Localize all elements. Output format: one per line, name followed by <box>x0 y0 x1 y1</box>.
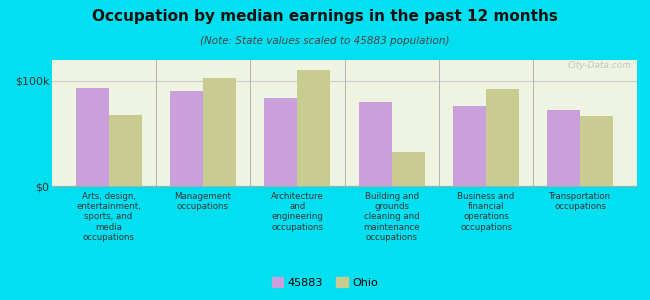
Text: Occupation by median earnings in the past 12 months: Occupation by median earnings in the pas… <box>92 9 558 24</box>
Bar <box>453 106 486 186</box>
Bar <box>109 115 142 186</box>
Bar <box>359 102 392 186</box>
Legend: 45883, Ohio: 45883, Ohio <box>269 274 381 291</box>
Text: City-Data.com: City-Data.com <box>567 61 631 70</box>
Bar <box>170 92 203 186</box>
Text: (Note: State values scaled to 45883 population): (Note: State values scaled to 45883 popu… <box>200 36 450 46</box>
Bar <box>392 152 424 186</box>
Bar <box>203 78 236 186</box>
Bar <box>580 116 614 186</box>
Bar <box>547 110 580 186</box>
Bar <box>297 70 330 186</box>
Bar <box>486 89 519 186</box>
Bar <box>265 98 297 186</box>
Bar <box>75 88 109 186</box>
